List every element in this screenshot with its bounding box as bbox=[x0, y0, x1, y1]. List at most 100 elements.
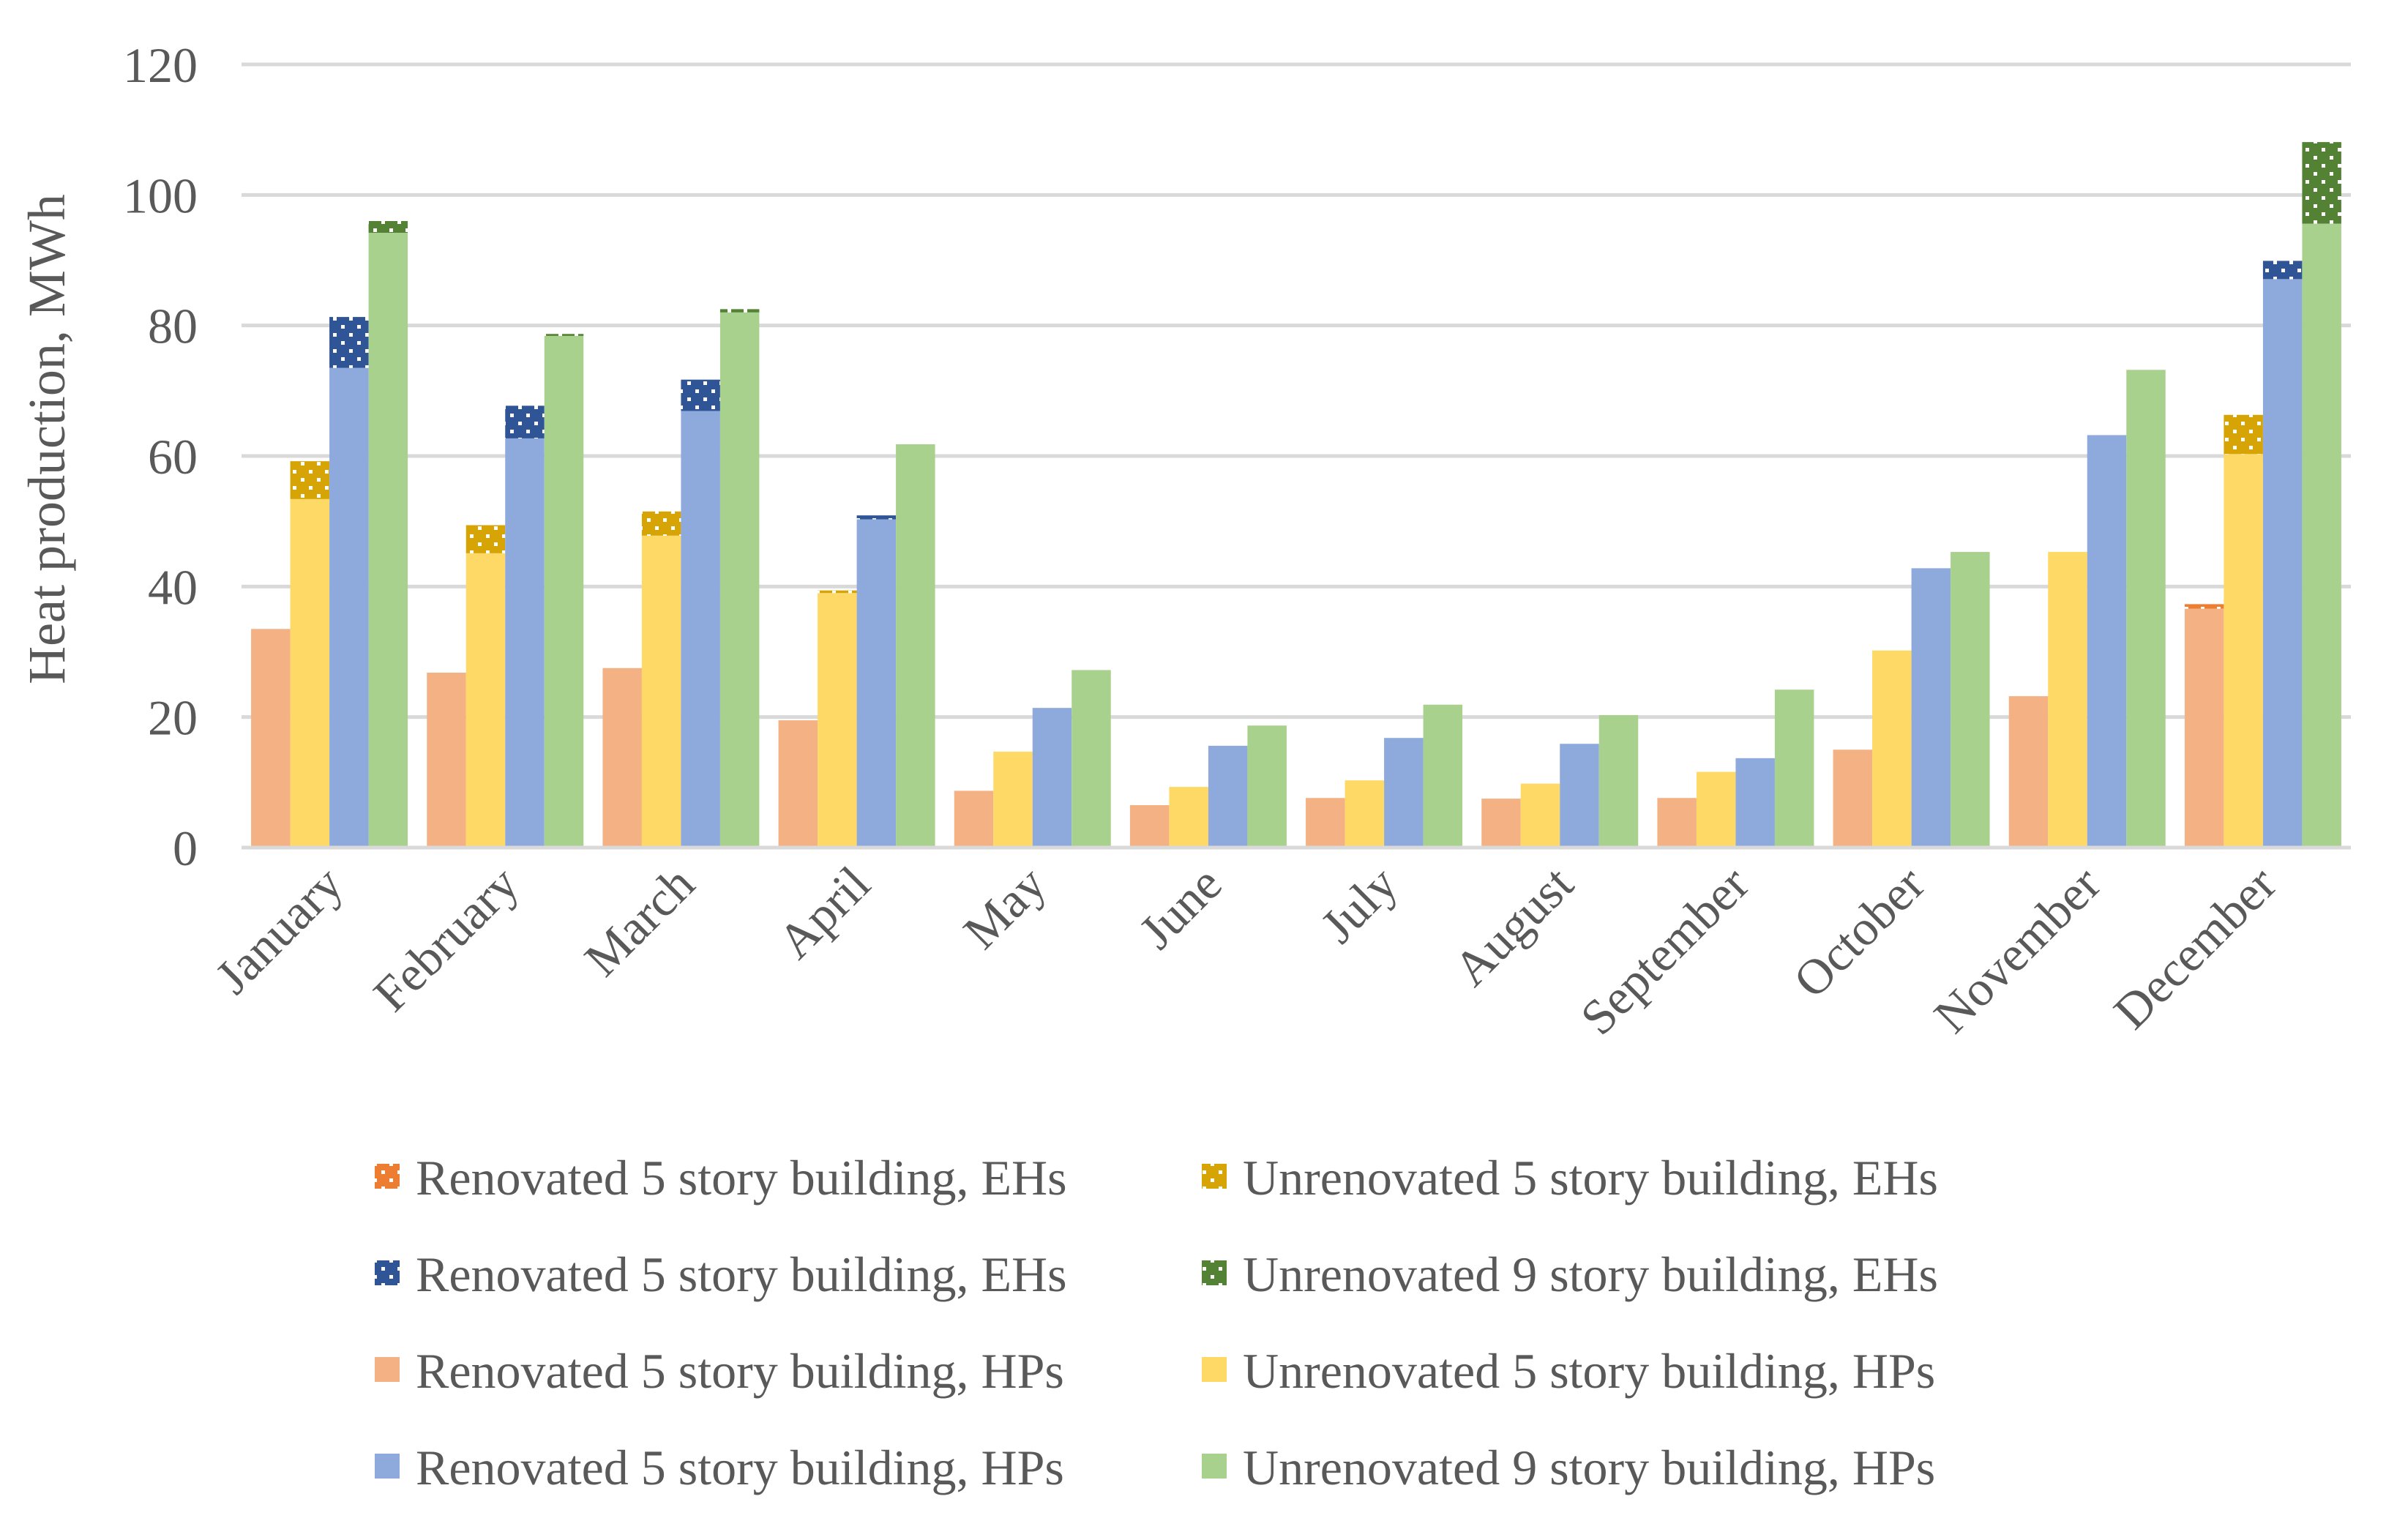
y-tick-label: 60 bbox=[148, 429, 198, 485]
bar-segment bbox=[465, 525, 506, 553]
y-tick-label: 100 bbox=[123, 168, 198, 223]
legend-item: Unrenovated 5 story building, HPs bbox=[1202, 1343, 1935, 1399]
y-tick-label: 40 bbox=[148, 559, 198, 615]
bar-segment bbox=[778, 720, 818, 848]
bar-segment bbox=[544, 334, 584, 336]
bar-segment bbox=[2048, 552, 2087, 848]
bar-segment bbox=[818, 593, 857, 848]
legend-label: Unrenovated 5 story building, EHs bbox=[1243, 1150, 1938, 1206]
bar-segment bbox=[2224, 414, 2263, 455]
bar-segment bbox=[1520, 783, 1560, 848]
x-tick-label: January bbox=[204, 856, 353, 1004]
x-tick-label: February bbox=[363, 856, 529, 1022]
bar-segment bbox=[1423, 704, 1463, 848]
bar-segment bbox=[2302, 223, 2341, 848]
bar-segment bbox=[329, 367, 369, 848]
x-tick-label: November bbox=[1923, 856, 2112, 1044]
legend-swatch bbox=[1202, 1357, 1227, 1382]
bar-segment bbox=[465, 553, 506, 848]
bar-segment bbox=[719, 309, 760, 313]
y-tick-label: 20 bbox=[148, 690, 198, 746]
legend-swatch bbox=[375, 1357, 400, 1382]
legend-swatch bbox=[1202, 1164, 1227, 1189]
x-axis-ticks: January February March April May June July Augu… bbox=[204, 856, 2286, 1046]
bar-segment bbox=[1481, 799, 1521, 848]
bar-segment bbox=[2087, 435, 2127, 848]
bar-segment bbox=[954, 790, 994, 848]
x-tick-label: August bbox=[1443, 856, 1584, 997]
bar-segment bbox=[856, 519, 897, 848]
legend-label: Renovated 5 story building, HPs bbox=[416, 1343, 1064, 1399]
bar-segment bbox=[2184, 608, 2224, 848]
bar-segment bbox=[251, 629, 291, 848]
bar-segment bbox=[1657, 798, 1697, 848]
legend-label: Renovated 5 story building, EHs bbox=[416, 1150, 1067, 1206]
bar-segment bbox=[719, 312, 760, 848]
bar-segment bbox=[856, 515, 897, 520]
y-tick-label: 80 bbox=[148, 299, 198, 354]
bar-segment bbox=[329, 317, 369, 368]
y-tick-label: 120 bbox=[123, 37, 198, 93]
legend-label: Renovated 5 story building, EHs bbox=[416, 1246, 1067, 1302]
legend-swatch bbox=[375, 1164, 400, 1189]
bar-segment bbox=[641, 535, 681, 848]
bar-segment bbox=[1872, 650, 1912, 848]
legend-item: Renovated 5 story building, EHs bbox=[375, 1246, 1067, 1302]
legend-swatch bbox=[375, 1260, 400, 1285]
bar-segment bbox=[1598, 714, 1639, 848]
legend-item: Unrenovated 9 story building, HPs bbox=[1202, 1440, 1935, 1495]
x-tick-label: September bbox=[1570, 856, 1760, 1046]
bar-segment bbox=[681, 411, 720, 848]
bar-segment bbox=[1247, 725, 1287, 848]
bar-segment bbox=[2302, 142, 2341, 224]
bar-segment bbox=[1345, 780, 1385, 848]
x-tick-label: May bbox=[952, 856, 1056, 960]
legend-item: Renovated 5 story building, HPs bbox=[375, 1343, 1064, 1399]
bar-segment bbox=[641, 511, 681, 536]
bar-segment bbox=[602, 668, 642, 848]
bar-segment bbox=[1129, 805, 1170, 848]
bar-segment bbox=[1384, 738, 1424, 848]
x-tick-label: October bbox=[1783, 856, 1936, 1009]
bar-segment bbox=[2008, 696, 2049, 848]
x-tick-label: March bbox=[574, 856, 705, 987]
legend-item: Unrenovated 5 story building, EHs bbox=[1202, 1150, 1938, 1206]
legend-item: Renovated 5 story building, HPs bbox=[375, 1440, 1064, 1495]
bar-segment bbox=[290, 498, 330, 848]
bar-segment bbox=[505, 405, 545, 438]
legend: Renovated 5 story building, EHs Unrenovat… bbox=[375, 1150, 1938, 1495]
bar-segment bbox=[368, 221, 408, 233]
bar-segment bbox=[2262, 261, 2303, 280]
bar-segment bbox=[1208, 745, 1248, 848]
legend-label: Renovated 5 story building, HPs bbox=[416, 1440, 1064, 1495]
bar-segment bbox=[1833, 750, 1873, 848]
bar-segment bbox=[1072, 670, 1111, 848]
bar-segment bbox=[290, 461, 330, 499]
y-axis-ticks: 0 20 40 60 80 100 120 bbox=[123, 37, 198, 876]
bar-segment bbox=[2126, 370, 2166, 848]
bar-segment bbox=[681, 379, 720, 411]
bar-segment bbox=[427, 673, 466, 848]
legend-item: Renovated 5 story building, EHs bbox=[375, 1150, 1067, 1206]
bar-segment bbox=[818, 590, 857, 594]
legend-swatch bbox=[375, 1454, 400, 1479]
y-tick-label: 0 bbox=[173, 821, 198, 876]
bar-segment bbox=[1774, 689, 1814, 848]
bar-segment bbox=[1911, 568, 1951, 848]
bar-segment bbox=[1169, 787, 1208, 848]
bar-segment bbox=[1032, 708, 1072, 848]
bar-segment bbox=[544, 335, 584, 848]
bar-segment bbox=[2262, 279, 2303, 848]
bar-segment bbox=[2184, 604, 2224, 609]
legend-item: Unrenovated 9 story building, EHs bbox=[1202, 1246, 1938, 1302]
gridlines bbox=[242, 62, 2351, 719]
bars bbox=[251, 142, 2341, 848]
bar-segment bbox=[505, 438, 545, 848]
legend-label: Unrenovated 9 story building, HPs bbox=[1243, 1440, 1935, 1495]
bar-segment bbox=[368, 233, 408, 848]
legend-swatch bbox=[1202, 1454, 1227, 1479]
x-tick-label: December bbox=[2103, 856, 2287, 1040]
legend-swatch bbox=[1202, 1260, 1227, 1285]
x-tick-label: June bbox=[1129, 856, 1233, 960]
